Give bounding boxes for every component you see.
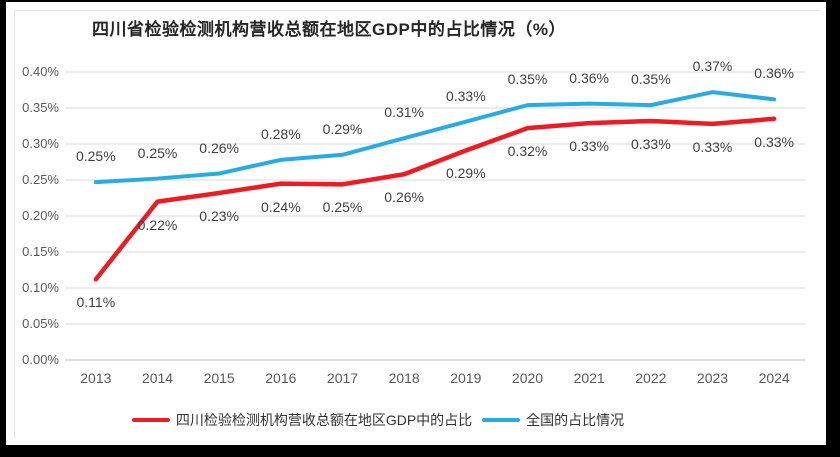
x-axis-tick-label: 2019	[450, 370, 482, 386]
y-axis-tick-label: 0.20%	[22, 208, 59, 223]
chart-frame-border-left	[14, 10, 15, 438]
data-label: 0.23%	[199, 207, 239, 224]
plot-area	[65, 71, 805, 361]
series-line-national	[93, 90, 777, 185]
data-label: 0.22%	[137, 216, 178, 233]
series-line-sichuan	[93, 116, 777, 282]
y-axis-tick-label: 0.10%	[22, 280, 59, 295]
y-axis-tick-label: 0.15%	[22, 244, 59, 259]
legend-label-national: 全国的占比情况	[526, 412, 625, 428]
data-label: 0.33%	[569, 138, 609, 155]
data-label: 0.33%	[630, 135, 671, 152]
data-label: 0.26%	[384, 189, 424, 206]
y-axis-tick-label: 0.35%	[22, 100, 59, 115]
data-label: 0.31%	[384, 104, 424, 121]
legend: 四川检验检测机构营收总额在地区GDP中的占比 全国的占比情况	[0, 410, 788, 430]
data-label: 0.29%	[445, 165, 486, 182]
data-label: 0.29%	[322, 120, 363, 137]
data-label: 0.28%	[260, 125, 301, 142]
y-axis-tick-label: 0.30%	[22, 136, 59, 151]
y-axis-tick-label: 0.40%	[22, 64, 59, 79]
data-label: 0.33%	[445, 87, 486, 104]
data-label: 0.35%	[630, 71, 671, 88]
data-label: 0.33%	[754, 133, 794, 150]
x-axis-tick-label: 2021	[573, 370, 605, 386]
data-label: 0.33%	[692, 138, 733, 155]
data-label: 0.11%	[76, 294, 116, 311]
chart-surface: 四川省检验检测机构营收总额在地区GDP中的占比情况（%） 0.00% 0.05% 0…	[6, 2, 826, 445]
legend-item-sichuan: 四川检验检测机构营收总额在地区GDP中的占比	[131, 410, 473, 430]
x-axis-tick-label: 2017	[326, 370, 359, 386]
data-label: 0.36%	[569, 69, 609, 86]
chart-frame-border-top	[14, 10, 820, 11]
y-axis-tick-label: 0.25%	[22, 172, 59, 187]
data-label: 0.36%	[754, 65, 794, 82]
y-axis-tick-label: 0.00%	[22, 352, 59, 367]
data-label: 0.25%	[322, 199, 363, 216]
legend-swatch-sichuan	[131, 418, 170, 422]
legend-item-national: 全国的占比情况	[482, 410, 624, 430]
x-axis-tick-label: 2016	[265, 370, 297, 386]
data-label: 0.37%	[692, 58, 733, 75]
x-axis-tick-label: 2022	[635, 370, 667, 386]
data-label: 0.25%	[75, 148, 116, 165]
legend-swatch-national	[482, 418, 521, 422]
x-axis-tick-label: 2020	[511, 370, 544, 386]
x-axis-tick-label: 2023	[696, 370, 729, 386]
data-label: 0.35%	[507, 71, 548, 88]
data-label: 0.32%	[507, 143, 548, 160]
legend-label-sichuan: 四川检验检测机构营收总额在地区GDP中的占比	[175, 412, 473, 428]
y-axis-tick-label: 0.05%	[22, 316, 59, 331]
x-axis-tick-label: 2015	[203, 370, 235, 386]
x-axis-tick-label: 2013	[80, 370, 112, 386]
x-axis-tick-label: 2018	[388, 370, 420, 386]
data-label: 0.26%	[199, 139, 239, 156]
x-axis-tick-label: 2014	[141, 370, 174, 386]
data-label: 0.25%	[137, 144, 178, 161]
x-axis-tick-label: 2024	[758, 370, 790, 386]
chart-title: 四川省检验检测机构营收总额在地区GDP中的占比情况（%）	[92, 20, 566, 39]
data-label: 0.24%	[260, 198, 301, 215]
